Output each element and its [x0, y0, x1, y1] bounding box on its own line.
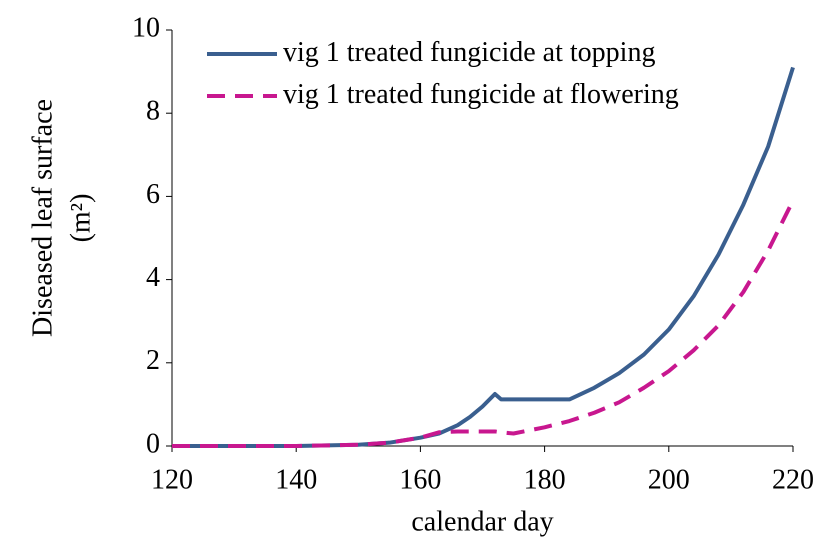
legend-item: vig 1 treated fungicide at flowering — [205, 78, 683, 112]
x-tick-label: 120 — [151, 464, 193, 495]
legend-swatch — [207, 94, 277, 98]
y-tick-label: 4 — [146, 262, 160, 293]
y-tick-label: 6 — [146, 179, 160, 210]
legend-label: vig 1 treated fungicide at flowering — [283, 79, 679, 110]
legend: vig 1 treated fungicide at topping vig 1 … — [205, 36, 683, 120]
x-axis-label: calendar day — [411, 506, 553, 537]
y-axis-label: Diseased leaf surface — [27, 99, 58, 337]
y-tick-label: 0 — [146, 428, 160, 459]
y-tick-label: 8 — [146, 96, 160, 127]
x-tick-label: 160 — [399, 464, 441, 495]
y-axis-label: (m²) — [65, 194, 96, 243]
series-line — [172, 66, 795, 448]
series-line — [172, 199, 795, 448]
y-tick-label: 2 — [146, 345, 160, 376]
legend-label: vig 1 treated fungicide at topping — [283, 37, 656, 68]
legend-swatch — [207, 52, 277, 56]
x-tick-label: 180 — [524, 464, 566, 495]
x-tick-label: 140 — [275, 464, 317, 495]
x-tick-label: 220 — [772, 464, 814, 495]
y-tick-label: 10 — [132, 12, 160, 43]
x-tick-label: 200 — [648, 464, 690, 495]
legend-item: vig 1 treated fungicide at topping — [205, 36, 683, 70]
